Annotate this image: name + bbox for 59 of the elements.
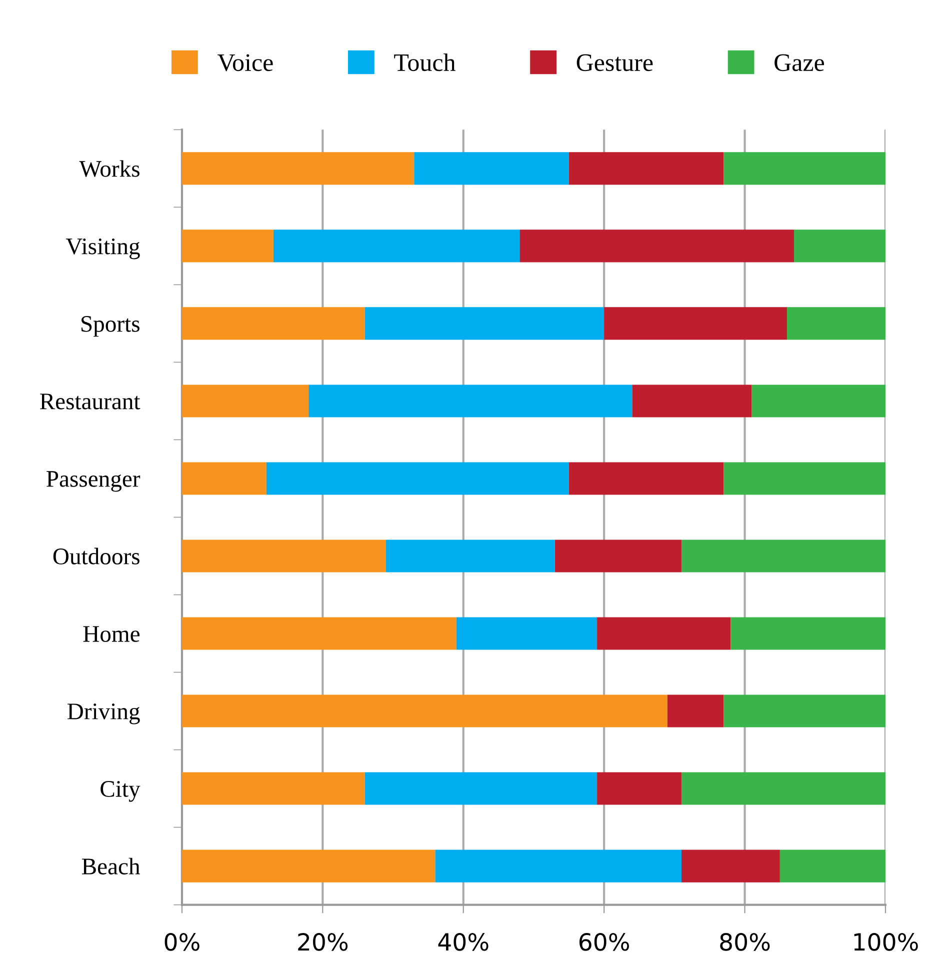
x-tick-label: 0% — [164, 932, 200, 951]
y-tick-label: City — [100, 781, 140, 802]
y-tick-label: Sports — [82, 316, 140, 337]
bar — [182, 850, 436, 882]
bar — [724, 694, 886, 728]
y-tick-label: Home — [83, 626, 140, 642]
x-tick-label: 20% — [298, 932, 348, 951]
bar — [786, 307, 886, 340]
y-tick-label: Works — [79, 160, 140, 177]
legend-label: Gaze — [774, 54, 824, 72]
x-tick-label: 60% — [579, 932, 630, 951]
bar — [266, 462, 569, 495]
bar — [182, 694, 668, 728]
bar — [597, 617, 731, 650]
bar — [182, 230, 274, 262]
bar — [597, 772, 682, 805]
bar — [364, 307, 604, 340]
bar — [520, 230, 794, 262]
bar — [604, 307, 787, 340]
bar — [724, 152, 886, 185]
y-tick-label: Visiting — [66, 238, 140, 260]
bar — [568, 462, 724, 495]
bar — [794, 230, 886, 262]
bar — [667, 694, 724, 728]
bar — [435, 850, 682, 882]
bar — [730, 617, 886, 650]
bar — [182, 540, 386, 572]
bar — [182, 772, 365, 805]
bar — [724, 462, 886, 495]
legend-label: Voice — [217, 54, 273, 72]
bar — [752, 384, 886, 418]
bar — [568, 152, 724, 185]
x-tick-label: 100% — [854, 932, 918, 951]
y-tick-label: Beach — [82, 858, 140, 874]
bar — [632, 384, 752, 418]
bar — [386, 540, 555, 572]
legend-label: Gesture — [576, 54, 653, 72]
x-tick-label: 40% — [438, 932, 488, 951]
bar — [681, 850, 780, 882]
bar — [554, 540, 682, 572]
bar — [182, 307, 365, 340]
bar — [182, 384, 309, 418]
bar — [182, 152, 414, 185]
y-tick-label: Driving — [68, 704, 140, 724]
y-tick-label: Passenger — [46, 471, 140, 492]
legend-label: Touch — [394, 54, 456, 72]
bar — [182, 617, 456, 650]
bar — [681, 772, 886, 805]
bar — [681, 540, 886, 572]
bar — [273, 230, 520, 262]
bar — [456, 617, 598, 650]
y-tick-label: Outdoors — [53, 548, 140, 564]
bar — [182, 462, 266, 495]
bar — [780, 850, 886, 882]
x-tick-label: 80% — [720, 932, 770, 951]
bar — [364, 772, 598, 805]
bar — [414, 152, 569, 185]
y-tick-label: Restaurant — [40, 394, 140, 410]
bar — [308, 384, 632, 418]
